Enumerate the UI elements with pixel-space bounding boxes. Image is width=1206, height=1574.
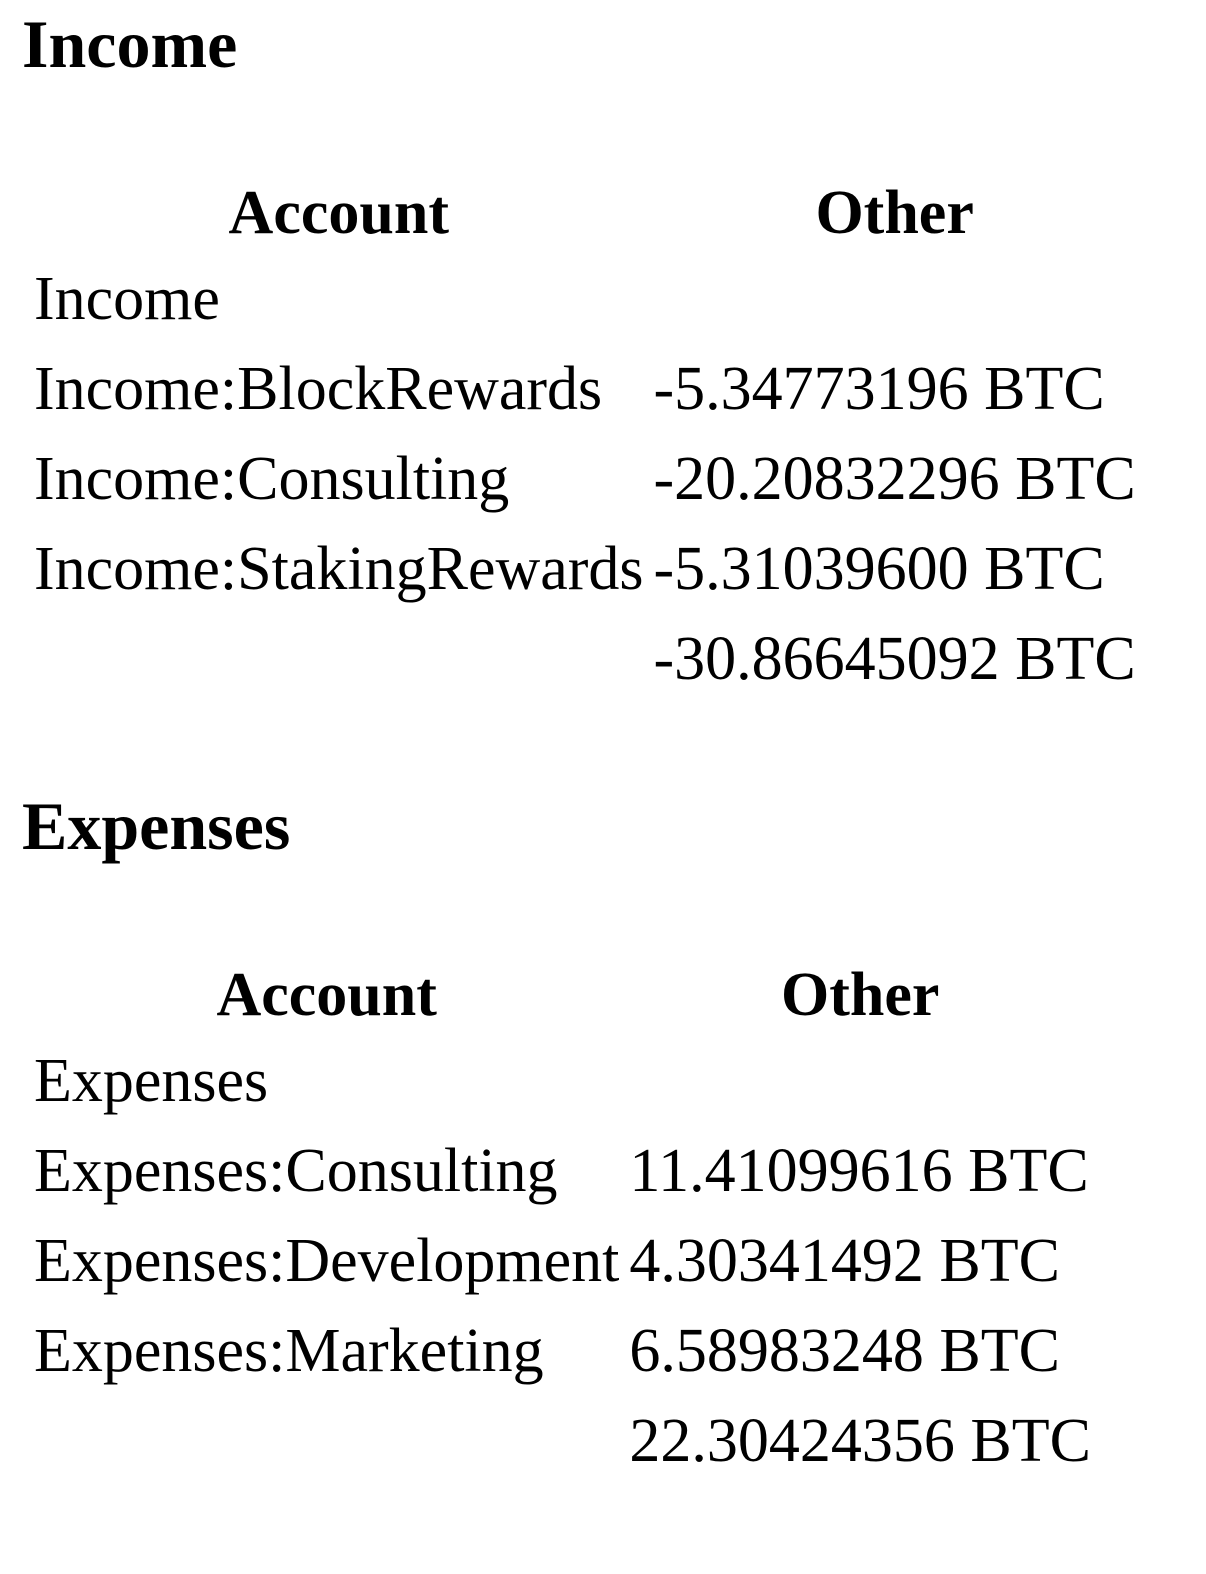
table-row: Expenses — [34, 1036, 1091, 1126]
account-cell: Expenses:Development — [34, 1226, 620, 1295]
table-row: Income:StakingRewards -5.31039600 BTC — [34, 524, 1136, 614]
column-header-other: Other — [781, 960, 940, 1029]
total-account-cell — [34, 1396, 619, 1486]
amount-cell: 6.58983248 BTC — [629, 1316, 1060, 1385]
table-row: Expenses:Development 4.30341492 BTC — [34, 1216, 1091, 1306]
column-header-other: Other — [815, 178, 974, 247]
amount-cell — [654, 254, 1136, 344]
table-row: Expenses:Marketing 6.58983248 BTC — [34, 1306, 1091, 1396]
account-cell: Income:StakingRewards — [34, 534, 644, 603]
total-amount-cell: -30.86645092 BTC — [653, 624, 1136, 693]
account-cell: Income — [34, 264, 220, 333]
expenses-section-title: Expenses — [22, 788, 291, 864]
account-cell: Expenses — [34, 1046, 269, 1115]
amount-cell: 11.41099616 BTC — [629, 1136, 1089, 1205]
amount-cell: -5.31039600 BTC — [653, 534, 1105, 603]
amount-cell: -20.20832296 BTC — [653, 444, 1136, 513]
table-row: Income:BlockRewards -5.34773196 BTC — [34, 344, 1136, 434]
expenses-table: Account Other Expenses Expenses:Consulti… — [24, 954, 1101, 1486]
account-cell: Income:Consulting — [34, 444, 510, 513]
table-header-row: Account Other — [34, 954, 1091, 1036]
account-cell: Income:BlockRewards — [34, 354, 603, 423]
table-row: Income — [34, 254, 1136, 344]
account-cell: Expenses:Marketing — [34, 1316, 544, 1385]
amount-cell: -5.34773196 BTC — [653, 354, 1105, 423]
table-row: Expenses:Consulting 11.41099616 BTC — [34, 1126, 1091, 1216]
table-header-row: Account Other — [34, 172, 1136, 254]
total-amount-cell: 22.30424356 BTC — [629, 1406, 1091, 1475]
total-row: 22.30424356 BTC — [34, 1396, 1091, 1486]
column-header-account: Account — [228, 178, 449, 247]
total-account-cell — [34, 614, 644, 704]
income-table: Account Other Income Income:BlockRewards… — [24, 172, 1146, 704]
amount-cell — [629, 1036, 1091, 1126]
table-row: Income:Consulting -20.20832296 BTC — [34, 434, 1136, 524]
total-row: -30.86645092 BTC — [34, 614, 1136, 704]
income-section-title: Income — [22, 6, 238, 82]
amount-cell: 4.30341492 BTC — [629, 1226, 1060, 1295]
account-cell: Expenses:Consulting — [34, 1136, 558, 1205]
column-header-account: Account — [216, 960, 437, 1029]
